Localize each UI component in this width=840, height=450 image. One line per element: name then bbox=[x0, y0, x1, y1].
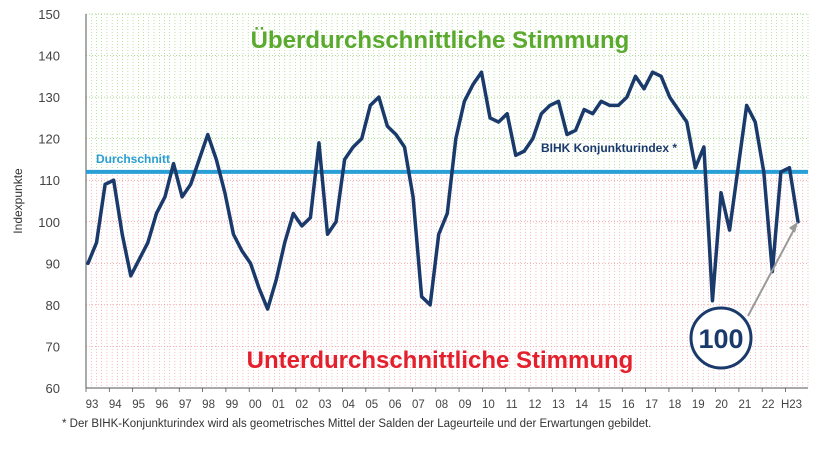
y-tick-label: 130 bbox=[38, 90, 60, 105]
x-tick-label: 06 bbox=[389, 399, 402, 411]
x-tick-label: 93 bbox=[86, 399, 99, 411]
x-tick-label: 05 bbox=[365, 399, 378, 411]
series-name-label: BIHK Konjunkturindex * bbox=[541, 141, 677, 155]
x-tick-label: 13 bbox=[552, 399, 565, 411]
x-tick-label: 97 bbox=[179, 399, 192, 411]
y-tick-label: 140 bbox=[38, 49, 60, 64]
x-tick-label: 94 bbox=[109, 399, 122, 411]
x-tick-label: 09 bbox=[459, 399, 472, 411]
x-tick-label: 07 bbox=[412, 399, 425, 411]
y-tick-label: 80 bbox=[46, 298, 60, 313]
x-tick-label: 95 bbox=[132, 399, 145, 411]
series-line bbox=[86, 70, 800, 311]
x-tick-label: 12 bbox=[529, 399, 542, 411]
y-tick-label: 150 bbox=[38, 7, 60, 22]
x-tick-label: 18 bbox=[669, 399, 682, 411]
x-tick-label: 15 bbox=[599, 399, 612, 411]
x-tick-label: 16 bbox=[622, 399, 635, 411]
y-tick-label: 60 bbox=[46, 381, 60, 396]
callout-arrowhead bbox=[789, 221, 798, 233]
x-tick-label: 98 bbox=[202, 399, 215, 411]
x-tick-label: 01 bbox=[272, 399, 285, 411]
x-tick-label: 17 bbox=[645, 399, 658, 411]
x-tick-label: H23 bbox=[781, 399, 802, 411]
y-tick-label: 100 bbox=[38, 215, 60, 230]
y-axis-label: Indexpunkte bbox=[11, 168, 25, 234]
x-tick-label: 20 bbox=[715, 399, 728, 411]
x-tick-label: 00 bbox=[249, 399, 262, 411]
x-tick-label: 03 bbox=[319, 399, 332, 411]
callout-arrow bbox=[747, 225, 797, 317]
callout-value: 100 bbox=[698, 324, 743, 354]
upper-zone-label: Überdurchschnittliche Stimmung bbox=[251, 27, 630, 54]
average-label: Durchschnitt bbox=[96, 152, 170, 166]
y-tick-label: 110 bbox=[39, 173, 60, 188]
x-tick-label: 10 bbox=[482, 399, 495, 411]
y-tick-label: 90 bbox=[46, 256, 60, 271]
x-tick-label: 14 bbox=[575, 399, 588, 411]
x-tick-label: 08 bbox=[435, 399, 448, 411]
footnote: * Der BIHK-Konjunkturindex wird als geom… bbox=[62, 418, 652, 430]
callout-circle bbox=[689, 306, 753, 370]
x-tick-label: 19 bbox=[692, 399, 705, 411]
x-tick-label: 99 bbox=[226, 399, 239, 411]
x-tick-label: 11 bbox=[506, 399, 518, 411]
x-tick-label: 04 bbox=[342, 399, 355, 411]
y-tick-label: 120 bbox=[38, 132, 60, 147]
x-tick-label: 96 bbox=[156, 399, 169, 411]
x-tick-label: 22 bbox=[762, 399, 775, 411]
y-tick-label: 70 bbox=[46, 339, 60, 354]
x-tick-label: 21 bbox=[738, 399, 751, 411]
lower-zone-label: Unterdurchschnittliche Stimmung bbox=[247, 347, 634, 374]
x-tick-label: 02 bbox=[295, 399, 308, 411]
